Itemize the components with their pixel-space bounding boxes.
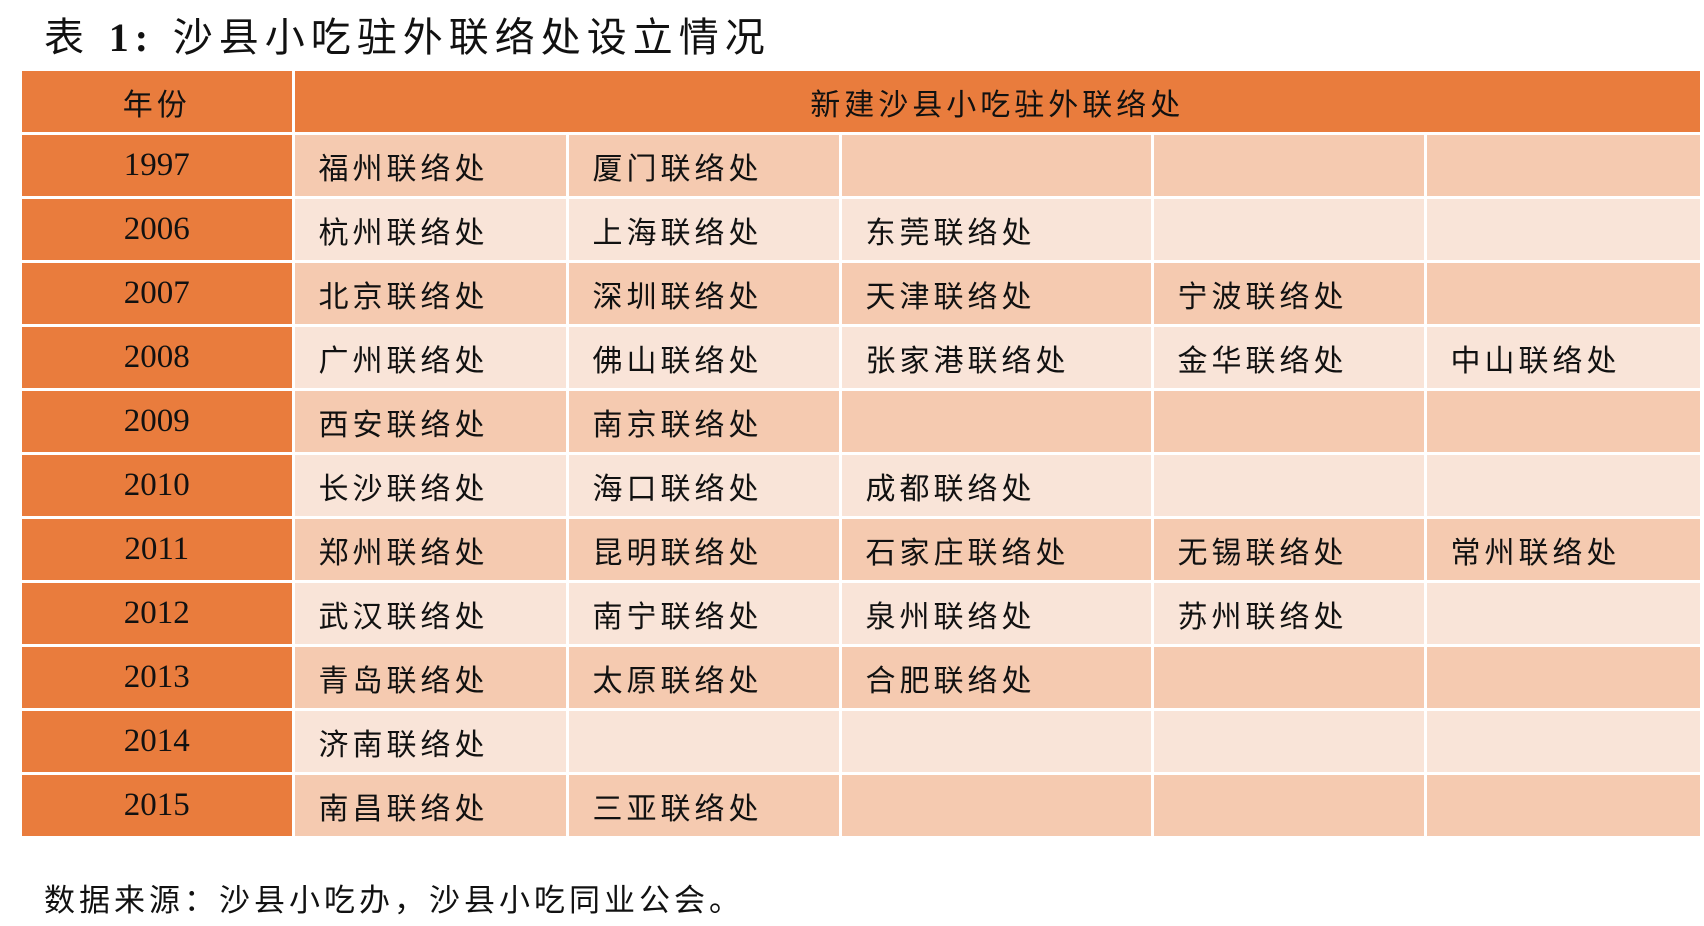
office-cell bbox=[1150, 388, 1427, 455]
office-cell bbox=[1423, 196, 1701, 263]
office-cell bbox=[565, 708, 842, 775]
office-cell: 合肥联络处 bbox=[838, 644, 1154, 711]
offices-table: 年份 新建沙县小吃驻外联络处 1997 福州联络处 厦门联络处 2006 杭州联络处 上海… bbox=[22, 71, 1701, 839]
office-cell bbox=[1150, 132, 1427, 199]
office-cell bbox=[1150, 644, 1427, 711]
office-cell bbox=[1423, 644, 1701, 711]
office-cell: 济南联络处 bbox=[291, 708, 569, 775]
office-cell: 三亚联络处 bbox=[565, 772, 842, 839]
office-cell bbox=[838, 708, 1154, 775]
office-cell bbox=[1423, 772, 1701, 839]
year-cell: 2009 bbox=[22, 388, 295, 455]
office-cell: 苏州联络处 bbox=[1150, 580, 1427, 647]
office-cell: 上海联络处 bbox=[565, 196, 842, 263]
office-cell: 宁波联络处 bbox=[1150, 260, 1427, 327]
table-row: 2006 杭州联络处 上海联络处 东莞联络处 bbox=[22, 196, 1701, 263]
title-number: 1: bbox=[108, 15, 155, 60]
office-cell: 金华联络处 bbox=[1150, 324, 1427, 391]
table-row: 2014 济南联络处 bbox=[22, 708, 1701, 775]
year-cell: 2012 bbox=[22, 580, 295, 647]
office-cell: 海口联络处 bbox=[565, 452, 842, 519]
year-cell: 2015 bbox=[22, 772, 295, 839]
header-row: 年份 新建沙县小吃驻外联络处 bbox=[22, 71, 1701, 135]
year-cell: 2011 bbox=[22, 516, 295, 583]
office-cell: 深圳联络处 bbox=[565, 260, 842, 327]
office-cell: 南宁联络处 bbox=[565, 580, 842, 647]
table-row: 2008 广州联络处 佛山联络处 张家港联络处 金华联络处 中山联络处 bbox=[22, 324, 1701, 391]
table-row: 2009 西安联络处 南京联络处 bbox=[22, 388, 1701, 455]
source-note: 数据来源：沙县小吃办，沙县小吃同业公会。 bbox=[44, 883, 744, 919]
office-cell: 郑州联络处 bbox=[291, 516, 569, 583]
title-text: 沙县小吃驻外联络处设立情况 bbox=[154, 15, 771, 61]
office-cell bbox=[838, 772, 1154, 839]
office-cell: 长沙联络处 bbox=[291, 452, 569, 519]
table-row: 2010 长沙联络处 海口联络处 成都联络处 bbox=[22, 452, 1701, 519]
office-cell: 南京联络处 bbox=[565, 388, 842, 455]
office-cell: 青岛联络处 bbox=[291, 644, 569, 711]
office-cell: 石家庄联络处 bbox=[838, 516, 1154, 583]
year-cell: 2014 bbox=[22, 708, 295, 775]
office-cell: 无锡联络处 bbox=[1150, 516, 1427, 583]
year-cell: 2010 bbox=[22, 452, 295, 519]
office-cell: 张家港联络处 bbox=[838, 324, 1154, 391]
office-cell: 福州联络处 bbox=[291, 132, 569, 199]
office-cell bbox=[1150, 772, 1427, 839]
table-row: 2011 郑州联络处 昆明联络处 石家庄联络处 无锡联络处 常州联络处 bbox=[22, 516, 1701, 583]
office-cell: 泉州联络处 bbox=[838, 580, 1154, 647]
office-cell: 厦门联络处 bbox=[565, 132, 842, 199]
table-row: 2007 北京联络处 深圳联络处 天津联络处 宁波联络处 bbox=[22, 260, 1701, 327]
year-cell: 2006 bbox=[22, 196, 295, 263]
office-cell bbox=[1150, 708, 1427, 775]
office-cell bbox=[1423, 708, 1701, 775]
year-cell: 1997 bbox=[22, 132, 295, 199]
office-cell: 佛山联络处 bbox=[565, 324, 842, 391]
office-cell: 天津联络处 bbox=[838, 260, 1154, 327]
table-row: 1997 福州联络处 厦门联络处 bbox=[22, 132, 1701, 199]
office-cell: 杭州联络处 bbox=[291, 196, 569, 263]
year-cell: 2013 bbox=[22, 644, 295, 711]
office-cell: 成都联络处 bbox=[838, 452, 1154, 519]
office-cell bbox=[1423, 580, 1701, 647]
office-cell bbox=[1423, 260, 1701, 327]
table-title: 表 1: 沙县小吃驻外联络处设立情况 bbox=[44, 8, 771, 68]
office-cell bbox=[1423, 388, 1701, 455]
office-cell: 北京联络处 bbox=[291, 260, 569, 327]
title-prefix: 表 bbox=[44, 15, 109, 61]
office-cell: 东莞联络处 bbox=[838, 196, 1154, 263]
office-cell bbox=[1423, 132, 1701, 199]
office-cell: 昆明联络处 bbox=[565, 516, 842, 583]
office-cell: 南昌联络处 bbox=[291, 772, 569, 839]
office-cell bbox=[838, 388, 1154, 455]
table-row: 2013 青岛联络处 太原联络处 合肥联络处 bbox=[22, 644, 1701, 711]
office-cell: 中山联络处 bbox=[1423, 324, 1701, 391]
table-row: 2012 武汉联络处 南宁联络处 泉州联络处 苏州联络处 bbox=[22, 580, 1701, 647]
office-cell bbox=[1150, 452, 1427, 519]
table-row: 2015 南昌联络处 三亚联络处 bbox=[22, 772, 1701, 839]
header-offices: 新建沙县小吃驻外联络处 bbox=[291, 71, 1701, 135]
office-cell bbox=[838, 132, 1154, 199]
office-cell: 广州联络处 bbox=[291, 324, 569, 391]
office-cell: 武汉联络处 bbox=[291, 580, 569, 647]
office-cell: 太原联络处 bbox=[565, 644, 842, 711]
header-year: 年份 bbox=[22, 71, 295, 135]
year-cell: 2008 bbox=[22, 324, 295, 391]
office-cell bbox=[1150, 196, 1427, 263]
office-cell: 西安联络处 bbox=[291, 388, 569, 455]
office-cell bbox=[1423, 452, 1701, 519]
office-cell: 常州联络处 bbox=[1423, 516, 1701, 583]
year-cell: 2007 bbox=[22, 260, 295, 327]
